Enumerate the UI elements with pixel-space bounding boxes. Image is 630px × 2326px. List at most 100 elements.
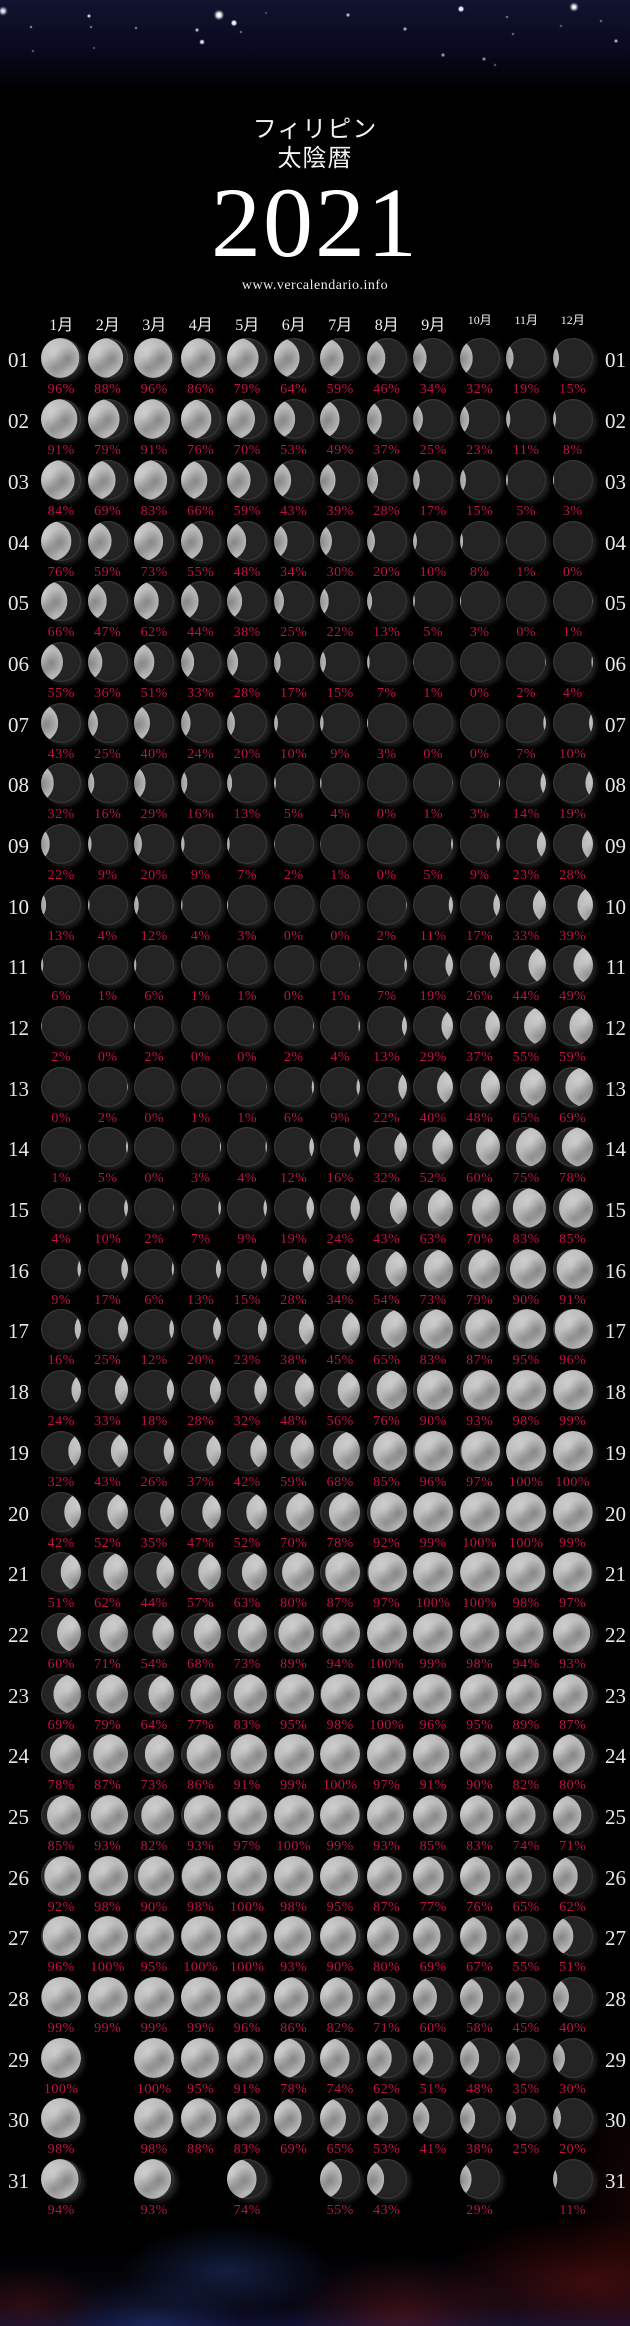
moon-cell: 94% [503, 1612, 550, 1672]
illumination-percent: 99% [419, 1535, 447, 1551]
moon-phase-icon [320, 1612, 361, 1653]
moon-cell: 90% [131, 1855, 178, 1915]
moon-lit-area [498, 763, 500, 804]
moon-cells-grid: 22% 9% 20% 9% 7% 2% 1% 0% 5% 9% 23% 28% [38, 823, 596, 883]
moon-cell: 70% [457, 1188, 504, 1247]
illumination-percent: 96% [559, 1353, 587, 1369]
illumination-percent: 64% [140, 1717, 168, 1733]
illumination-percent: 96% [140, 382, 168, 398]
illumination-percent: 15% [326, 685, 354, 701]
moon-lit-area [520, 1066, 547, 1107]
moon-cell: 6% [131, 945, 178, 1004]
moon-cell [178, 2159, 225, 2218]
illumination-percent: 97% [466, 1474, 494, 1490]
moon-lit-area [556, 1248, 593, 1289]
moon-phase-icon [413, 884, 454, 925]
moon-cell: 0% [178, 1006, 225, 1065]
moon-phase-icon [134, 2037, 175, 2078]
moon-lit-area [366, 2037, 392, 2078]
moon-cell: 12% [131, 884, 178, 944]
moon-cell: 25% [85, 702, 132, 762]
moon-lit-area [227, 763, 233, 804]
moon-lit-area [480, 1066, 500, 1107]
moon-phase-icon [87, 1794, 128, 1835]
illumination-percent: 88% [94, 382, 122, 398]
moon-cell: 83% [224, 2098, 271, 2157]
moon-phase-icon [134, 2159, 175, 2200]
moon-cell: 17% [271, 641, 318, 701]
moon-cell: 11% [410, 884, 457, 944]
illumination-percent: 78% [559, 1171, 587, 1187]
moon-lit-area [366, 1734, 406, 1775]
illumination-percent: 91% [559, 1292, 587, 1308]
moon-cell: 98% [503, 1370, 550, 1429]
illumination-percent: 1% [330, 867, 351, 883]
moon-cell: 54% [131, 1612, 178, 1672]
day-row: 07 43% 25% 40% 24% 20% 10% 9% 3% 0% 0% 7% 10% 07 [0, 702, 630, 763]
illumination-percent: 10% [419, 564, 447, 580]
day-label-right: 21 [605, 1562, 626, 1587]
moon-phase-icon [273, 1794, 314, 1835]
moon-lit-area [403, 945, 407, 986]
illumination-percent: 93% [140, 2203, 168, 2219]
moon-cell: 89% [503, 1673, 550, 1733]
illumination-percent: 76% [373, 1414, 401, 1430]
moon-lit-area [492, 884, 500, 925]
moon-cell: 100% [550, 1430, 597, 1490]
illumination-percent: 42% [233, 1474, 261, 1490]
moon-cell: 52% [224, 1491, 271, 1551]
moon-lit-area [193, 1612, 221, 1653]
illumination-percent: 97% [373, 1596, 401, 1612]
day-row: 23 69% 79% 64% 77% 83% 95% 98% 100% 96% 95% 89% 87% 2… [0, 1673, 630, 1734]
moon-cell: 10% [410, 520, 457, 580]
day-label-right: 22 [605, 1622, 626, 1647]
moon-cell: 0% [131, 1066, 178, 1126]
moon-lit-area [320, 520, 333, 561]
moon-lit-area [417, 1370, 454, 1411]
illumination-percent: 77% [187, 1717, 215, 1733]
illumination-percent: 12% [140, 1353, 168, 1369]
moon-lit-area [413, 2037, 434, 2078]
moon-lit-area [553, 1370, 593, 1411]
moon-lit-area [528, 945, 547, 986]
moon-lit-area [281, 1552, 314, 1593]
day-label-right: 31 [605, 2169, 626, 2194]
illumination-percent: 97% [373, 1778, 401, 1794]
moon-phase-icon [227, 641, 268, 682]
moon-lit-area [261, 1248, 268, 1289]
moon-cell: 18% [131, 1370, 178, 1429]
moon-cells-grid: 94% 93% 74% 55% 43% 29% 11% [38, 2159, 596, 2218]
moon-lit-area [369, 1491, 407, 1532]
moon-phase-icon [273, 399, 314, 440]
day-row: 01 96% 88% 96% 86% 79% 64% 59% 46% 34% 32% 19% 15% 01 [0, 338, 630, 399]
illumination-percent: 65% [512, 1899, 540, 1915]
moon-lit-area [117, 1309, 128, 1350]
moon-lit-area [273, 641, 281, 682]
moon-lit-area [506, 1794, 536, 1835]
month-label: 8月 [374, 316, 399, 334]
moon-phase-icon [506, 399, 547, 440]
moon-phase-icon [227, 1309, 268, 1350]
moon-phase-icon [506, 1188, 547, 1229]
moon-lit-area [201, 1491, 221, 1532]
day-label-right: 07 [605, 712, 626, 737]
moon-phase-icon [459, 2159, 500, 2200]
moon-phase-icon [413, 1734, 454, 1775]
moon-phase-icon [180, 399, 221, 440]
moon-cell: 25% [271, 581, 318, 640]
moon-phase-icon [320, 338, 361, 379]
moon-phase-icon [506, 702, 547, 743]
moon-phase-icon [459, 1734, 500, 1775]
illumination-percent: 100% [90, 1960, 126, 1976]
day-label-left: 07 [8, 712, 29, 737]
moon-phase-icon [506, 1430, 547, 1471]
moon-cell: 20% [364, 520, 411, 580]
illumination-percent: 22% [373, 1110, 401, 1126]
moon-cell: 45% [503, 1977, 550, 2036]
moon-cell: 74% [503, 1794, 550, 1854]
moon-lit-area [180, 2037, 219, 2078]
moon-lit-area [87, 763, 95, 804]
moon-phase-icon [413, 1006, 454, 1046]
moon-phase-icon [180, 1248, 221, 1289]
moon-cell: 1% [224, 1066, 271, 1126]
